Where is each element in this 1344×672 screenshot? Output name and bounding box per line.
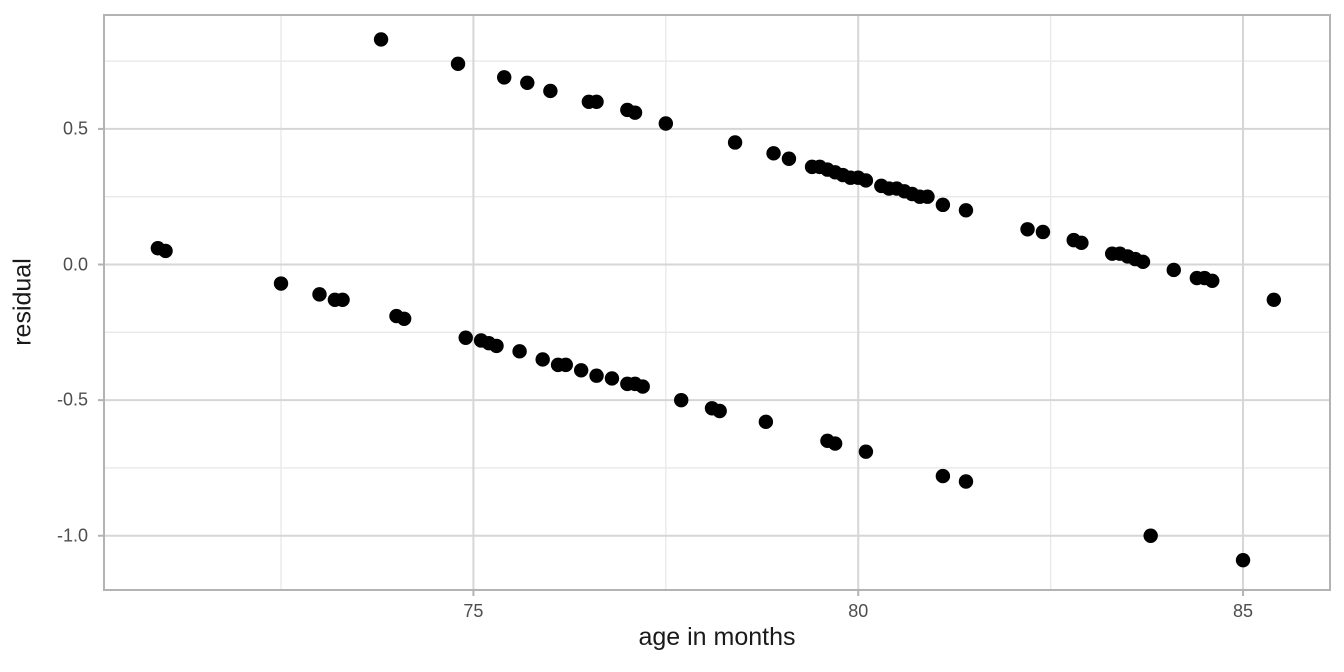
data-point xyxy=(712,403,727,419)
y-tick-label: -0.5 xyxy=(56,389,88,410)
data-point xyxy=(604,371,620,386)
data-point xyxy=(1143,528,1158,543)
data-point xyxy=(1074,235,1089,251)
data-point xyxy=(1020,222,1035,237)
data-point xyxy=(1205,273,1220,289)
data-point xyxy=(658,116,674,131)
data-point xyxy=(535,352,550,367)
data-point xyxy=(1135,254,1151,270)
panel-border xyxy=(103,14,1331,591)
x-tick-label: 85 xyxy=(1233,601,1254,621)
data-point xyxy=(512,344,527,359)
x-axis-title: age in months xyxy=(638,623,796,651)
data-point xyxy=(758,414,774,430)
data-point xyxy=(958,474,974,489)
data-point xyxy=(497,70,512,85)
data-point xyxy=(635,379,650,394)
data-point xyxy=(396,311,412,326)
data-point xyxy=(158,243,173,259)
data-point xyxy=(627,105,643,120)
data-point xyxy=(589,94,604,109)
x-tick-label: 75 xyxy=(463,601,484,621)
x-tick-label: 80 xyxy=(848,601,869,621)
data-point xyxy=(589,368,604,383)
data-point xyxy=(458,330,473,345)
panel-background xyxy=(104,15,1330,590)
data-point xyxy=(1035,224,1051,240)
data-point xyxy=(450,56,466,72)
data-point xyxy=(827,436,843,451)
data-point xyxy=(858,444,874,459)
data-point xyxy=(543,83,558,99)
data-point xyxy=(766,146,781,161)
data-point xyxy=(1266,292,1282,307)
data-point xyxy=(727,135,743,150)
data-point xyxy=(558,357,573,373)
data-point xyxy=(573,363,589,378)
y-tick-label: -1.0 xyxy=(56,525,88,546)
data-point xyxy=(1166,262,1181,278)
data-point xyxy=(312,287,327,302)
data-point xyxy=(373,32,389,47)
data-point xyxy=(335,292,350,307)
data-point xyxy=(520,75,535,91)
data-point xyxy=(858,173,874,188)
data-point xyxy=(920,189,935,204)
data-point xyxy=(489,338,504,354)
y-axis-title: residual xyxy=(8,258,37,346)
y-tick-label: 0.0 xyxy=(62,254,88,275)
data-point xyxy=(781,151,797,166)
data-point xyxy=(958,203,974,218)
y-tick-label: 0.5 xyxy=(62,118,88,139)
data-point xyxy=(935,468,951,484)
data-point xyxy=(935,197,951,213)
data-point xyxy=(273,276,289,291)
data-point xyxy=(674,392,689,408)
data-point xyxy=(1235,552,1251,568)
